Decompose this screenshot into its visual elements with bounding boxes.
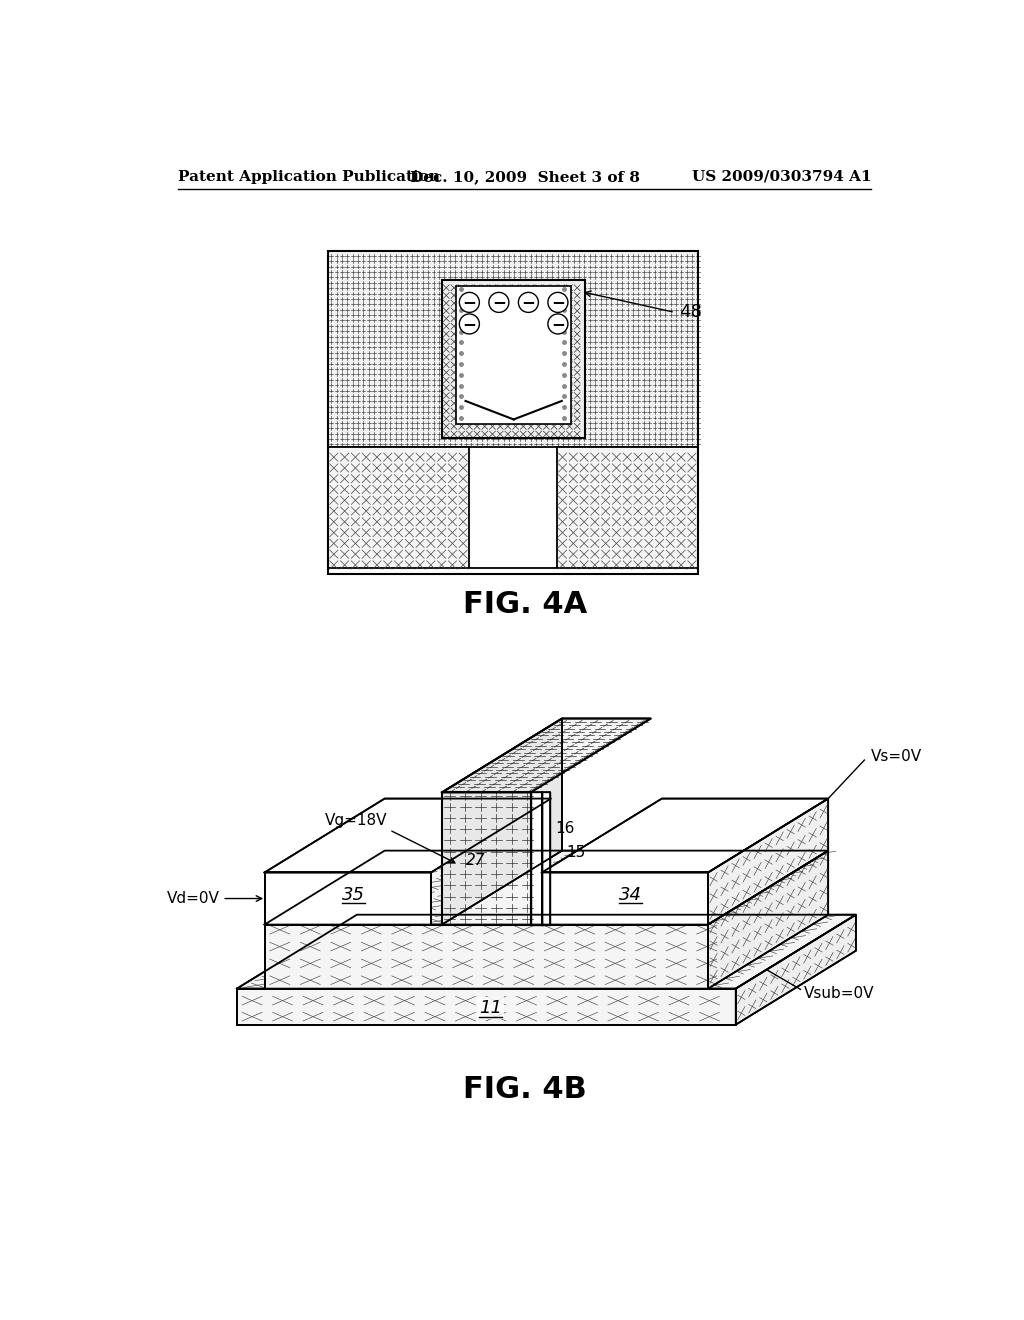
- Polygon shape: [542, 799, 828, 873]
- Polygon shape: [237, 989, 736, 1024]
- Polygon shape: [736, 915, 856, 1024]
- Circle shape: [460, 314, 479, 334]
- Text: −: −: [521, 293, 536, 312]
- Text: 48: 48: [679, 304, 701, 321]
- Text: Vg=18V: Vg=18V: [325, 813, 387, 829]
- Polygon shape: [442, 792, 530, 924]
- Text: −: −: [551, 315, 565, 333]
- Polygon shape: [442, 718, 651, 792]
- Polygon shape: [442, 718, 562, 924]
- Polygon shape: [237, 915, 856, 989]
- Text: Vsub=0V: Vsub=0V: [804, 986, 874, 1001]
- Bar: [329, 568, 698, 574]
- Polygon shape: [264, 799, 551, 873]
- Text: 35: 35: [342, 886, 366, 904]
- Circle shape: [548, 293, 568, 313]
- Circle shape: [548, 314, 568, 334]
- Text: FIG. 4A: FIG. 4A: [463, 590, 587, 619]
- Polygon shape: [542, 873, 708, 924]
- Text: 16: 16: [555, 821, 574, 837]
- Polygon shape: [708, 799, 828, 924]
- Bar: [329, 251, 698, 574]
- Text: Dec. 10, 2009  Sheet 3 of 8: Dec. 10, 2009 Sheet 3 of 8: [410, 170, 640, 183]
- Text: 15: 15: [566, 845, 586, 861]
- Bar: [329, 251, 698, 447]
- Polygon shape: [264, 873, 431, 924]
- Bar: [457, 286, 571, 424]
- Text: −: −: [551, 293, 565, 312]
- Text: Vd=0V: Vd=0V: [167, 891, 220, 906]
- Text: 27: 27: [467, 853, 486, 869]
- Text: −: −: [463, 293, 476, 312]
- Text: US 2009/0303794 A1: US 2009/0303794 A1: [691, 170, 871, 183]
- Text: 11: 11: [479, 999, 502, 1018]
- Text: −: −: [492, 293, 506, 312]
- Circle shape: [488, 293, 509, 313]
- Text: Vs=0V: Vs=0V: [870, 748, 922, 764]
- Bar: [442, 280, 585, 438]
- Text: −: −: [463, 315, 476, 333]
- Polygon shape: [264, 924, 708, 989]
- Text: 34: 34: [620, 886, 642, 904]
- Polygon shape: [530, 792, 542, 924]
- Circle shape: [518, 293, 539, 313]
- Bar: [557, 447, 698, 570]
- Polygon shape: [708, 850, 828, 989]
- Circle shape: [460, 293, 479, 313]
- Bar: [329, 447, 469, 570]
- Text: Patent Application Publication: Patent Application Publication: [178, 170, 440, 183]
- Polygon shape: [542, 792, 550, 924]
- Text: FIG. 4B: FIG. 4B: [463, 1074, 587, 1104]
- Polygon shape: [264, 850, 828, 924]
